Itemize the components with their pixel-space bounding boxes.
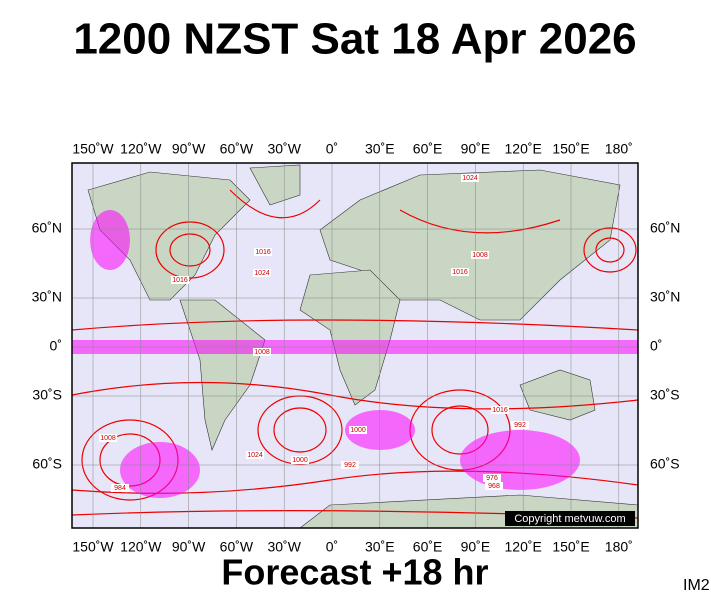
isobar-label-bg: [461, 174, 479, 182]
isobar-label: 976: [486, 475, 498, 482]
isobar-label: 1024: [247, 452, 263, 459]
copyright: Copyright metvuw.com: [514, 513, 625, 525]
isobar-label: 1000: [292, 457, 308, 464]
latitude-label-left: 60˚N: [32, 220, 62, 236]
latitude-label-left: 0˚: [50, 338, 62, 354]
isobar-label: 1024: [462, 175, 478, 182]
longitude-label-top: 90˚E: [461, 141, 491, 157]
longitude-label-top: 150˚E: [552, 141, 589, 157]
longitude-label-top: 30˚W: [267, 141, 301, 157]
longitude-label-top: 120˚E: [505, 141, 542, 157]
longitude-label-top: 150˚W: [72, 141, 114, 157]
longitude-label-bottom: 60˚E: [413, 539, 443, 555]
land: [87, 164, 638, 528]
map-frame: [71, 162, 639, 529]
latitude-label-right: 60˚N: [650, 220, 680, 236]
longitude-label-top: 60˚E: [413, 141, 443, 157]
image-id: IM2: [683, 577, 710, 594]
longitude-label-top: 0˚: [326, 141, 338, 157]
isobar-label-bg: [171, 276, 189, 284]
copyright-box: [505, 511, 635, 526]
isobar-label: 984: [114, 485, 126, 492]
isobar-label-bg: [99, 434, 117, 442]
longitude-label-top: 180˚: [605, 141, 633, 157]
longitude-label-bottom: 30˚W: [267, 539, 301, 555]
longitude-label-top: 30˚E: [365, 141, 395, 157]
isobar-label-bg: [253, 269, 271, 277]
longitude-label-bottom: 0˚: [326, 539, 338, 555]
latitude-label-right: 0˚: [650, 338, 662, 354]
latitude-label-right: 30˚S: [650, 387, 680, 403]
isobar-label: 992: [344, 462, 356, 469]
isobar-label: 1000: [350, 427, 366, 434]
isobar-labels: 1024 1016 1008 1016 1024 1016 1008 1000 992 984 10…: [99, 174, 529, 492]
latitude-label-right: 30˚N: [650, 289, 680, 305]
isobar-label-bg: [471, 251, 489, 259]
isobar-label: 968: [488, 483, 500, 490]
isobar-label-bg: [451, 268, 469, 276]
isobar-label: 1008: [100, 435, 116, 442]
isobar-label-bg: [291, 456, 309, 464]
longitude-label-bottom: 120˚W: [120, 539, 162, 555]
longitude-label-top: 120˚W: [120, 141, 162, 157]
longitude-label-bottom: 150˚W: [72, 539, 114, 555]
isobar-label-bg: [253, 348, 271, 356]
longitude-label-bottom: 90˚E: [461, 539, 491, 555]
isobar-label-bg: [341, 461, 359, 469]
isobar-label-bg: [254, 248, 272, 256]
map-area: 1024 1016 1008 1016 1024 1016 1008 1000 992 984 10…: [72, 163, 638, 528]
isobar-label: 1008: [254, 349, 270, 356]
isobar-label: 1016: [172, 277, 188, 284]
isobar-label: 992: [514, 422, 526, 429]
longitude-label-bottom: 30˚E: [365, 539, 395, 555]
graticule: [72, 163, 638, 528]
longitude-label-top: 90˚W: [172, 141, 206, 157]
isobar-label-bg: [491, 406, 509, 414]
isobar-label: 1016: [255, 249, 271, 256]
longitude-label-bottom: 180˚: [605, 539, 633, 555]
latitude-label-left: 30˚N: [32, 289, 62, 305]
longitude-label-bottom: 60˚W: [220, 539, 254, 555]
isobar-label: 1016: [452, 269, 468, 276]
isobar-label: 1016: [492, 407, 508, 414]
title: 1200 NZST Sat 18 Apr 2026: [73, 15, 636, 64]
longitude-label-bottom: 120˚E: [505, 539, 542, 555]
isobar-label-bg: [349, 426, 367, 434]
isobar-label-bg: [111, 484, 129, 492]
isobar-label-bg: [485, 482, 503, 490]
forecast: Forecast +18 hr: [221, 552, 488, 593]
longitude-label-bottom: 150˚E: [552, 539, 589, 555]
isobar-label-bg: [483, 474, 501, 482]
latitude-label-left: 60˚S: [32, 456, 62, 472]
latitude-label-left: 30˚S: [32, 387, 62, 403]
isobar-label-bg: [246, 451, 264, 459]
axis-labels: 150˚W 150˚W 120˚W 120˚W 90˚W 90˚W 60˚W 60˚W 30˚W…: [32, 141, 681, 555]
longitude-label-top: 60˚W: [220, 141, 254, 157]
longitude-label-bottom: 90˚W: [172, 539, 206, 555]
isobar-label-bg: [511, 421, 529, 429]
isobar-label: 1024: [254, 270, 270, 277]
latitude-label-right: 60˚S: [650, 456, 680, 472]
isobar-label: 1008: [472, 252, 488, 259]
